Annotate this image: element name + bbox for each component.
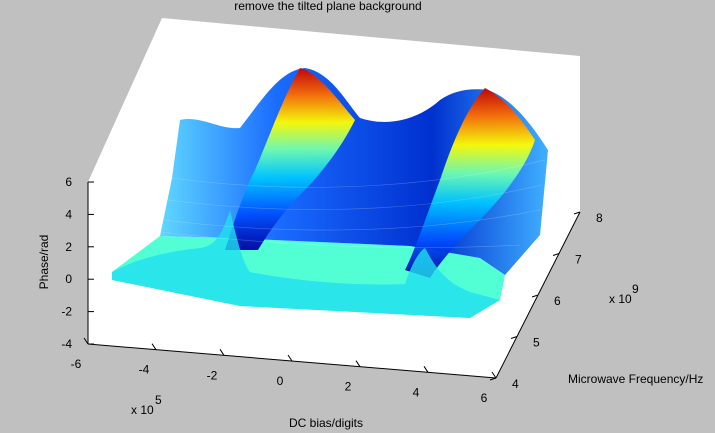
x-tick-label: 6 (481, 391, 488, 405)
z-tick-label: -4 (61, 337, 72, 351)
x-exponent: x 10 (131, 403, 154, 417)
tick-mark (423, 366, 429, 373)
z-tick-label: -2 (61, 305, 72, 319)
z-tick-labels: -4 -2 0 2 4 6 (61, 175, 94, 351)
z-tick-label: 2 (65, 240, 72, 254)
tick-mark (552, 253, 560, 256)
x-tick-label: 0 (277, 374, 284, 388)
y-exponent: x 10 (609, 292, 632, 306)
tick-mark (491, 371, 497, 379)
tick-mark (355, 360, 361, 367)
x-exponent-power: 5 (155, 393, 162, 407)
tick-mark (83, 337, 89, 345)
y-axis-label: Microwave Frequency/Hz (568, 372, 703, 386)
x-tick-label: 2 (345, 380, 352, 394)
z-tick-label: 0 (65, 272, 72, 286)
x-axis-label: DC bias/digits (289, 416, 363, 430)
y-tick-label: 8 (596, 211, 603, 225)
x-tick-label: -2 (207, 368, 218, 382)
y-tick-label: 6 (554, 294, 561, 308)
tick-mark (219, 349, 225, 356)
tick-mark (573, 211, 581, 215)
y-tick-label: 5 (533, 336, 540, 350)
x-tick-label: -4 (139, 363, 150, 377)
tick-mark (510, 336, 518, 339)
z-tick-label: 6 (65, 175, 72, 189)
surface-plot (112, 68, 548, 318)
surface-peak-2 (405, 88, 535, 278)
y-tick-label: 4 (512, 377, 519, 391)
y-tick-label: 7 (575, 253, 582, 267)
surface-peak-1 (225, 68, 355, 250)
y-tick-labels: 4 5 6 7 8 (489, 211, 603, 391)
tick-mark (287, 354, 293, 362)
y-exponent-power: 9 (632, 282, 639, 296)
chart-title: remove the tilted plane background (234, 0, 421, 13)
z-tick-label: 4 (65, 207, 72, 221)
surface-mesh-lines (161, 159, 546, 248)
tick-mark (151, 343, 157, 350)
x-tick-label: 4 (413, 385, 420, 399)
tick-mark (489, 377, 497, 381)
tick-mark (531, 294, 539, 298)
x-tick-labels: -6 -4 -2 0 2 4 6 (71, 337, 497, 405)
surface-front-ridge (112, 210, 500, 318)
z-axis-label: Phase/rad (37, 235, 51, 290)
x-tick-label: -6 (71, 357, 82, 371)
